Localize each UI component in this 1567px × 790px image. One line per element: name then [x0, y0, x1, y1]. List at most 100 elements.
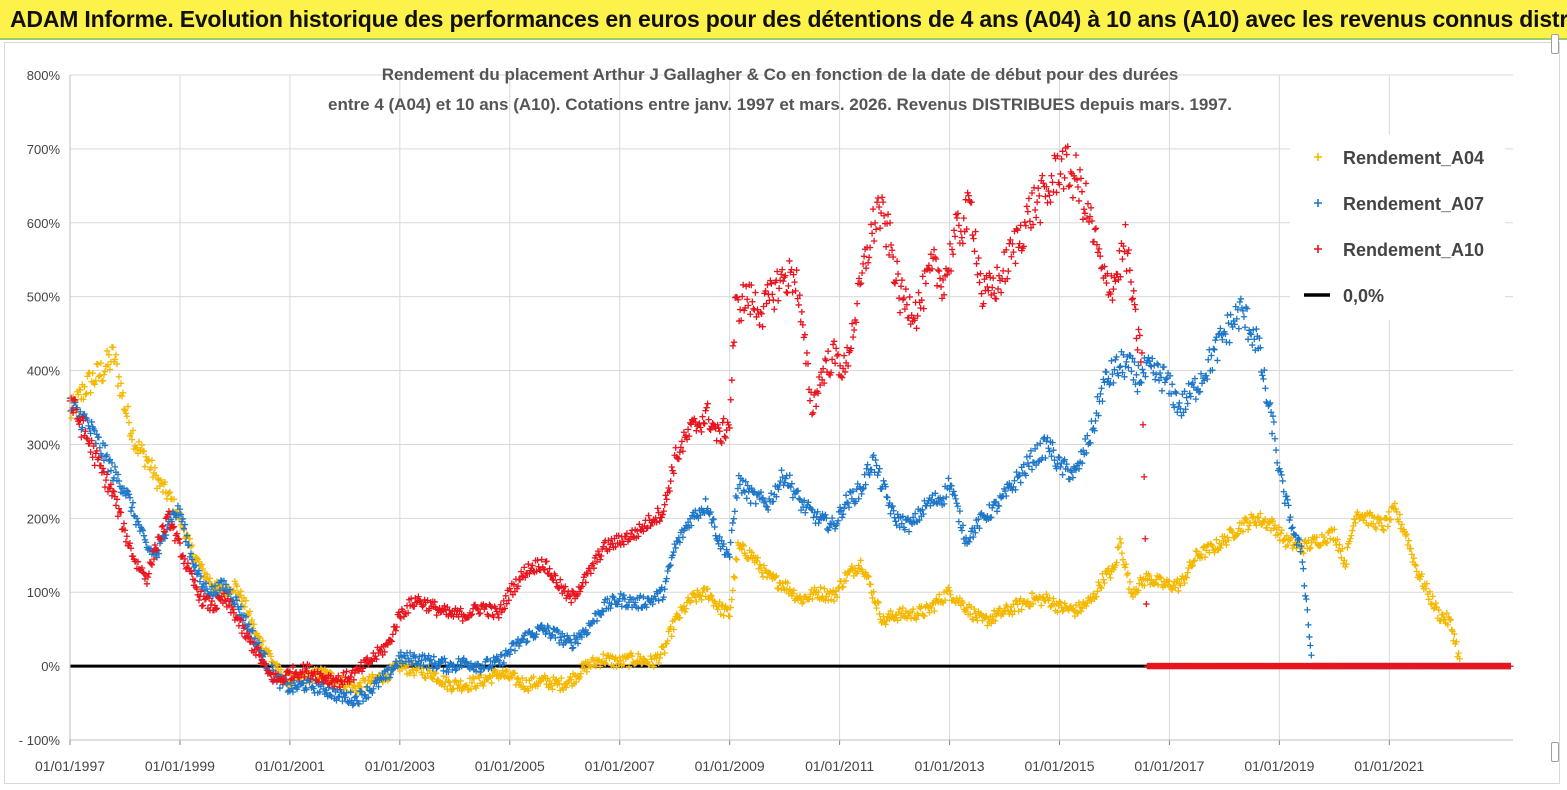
- data-point: [1375, 519, 1383, 527]
- data-point: [1418, 570, 1425, 578]
- data-point: [952, 495, 959, 503]
- data-point: [187, 550, 195, 557]
- data-point: [1412, 562, 1419, 569]
- data-point: [1260, 375, 1267, 383]
- data-point: [892, 518, 899, 525]
- data-point: [1134, 346, 1141, 354]
- data-point: [140, 532, 148, 539]
- data-point: [1334, 536, 1341, 543]
- y-tick-label: 700%: [27, 142, 61, 157]
- chart-title-line2: entre 4 (A04) et 10 ans (A10). Cotations…: [328, 95, 1232, 114]
- data-point: [1079, 216, 1087, 223]
- data-point: [913, 616, 920, 623]
- data-point: [147, 560, 155, 567]
- data-point: [94, 361, 102, 368]
- data-point: [1336, 541, 1343, 548]
- data-point: [1042, 193, 1049, 200]
- data-point: [1108, 357, 1115, 365]
- data-point: [1121, 564, 1129, 571]
- data-point: [1274, 531, 1282, 538]
- data-point: [866, 471, 873, 479]
- data-point: [113, 360, 121, 368]
- data-point: [882, 621, 889, 628]
- data-point: [1140, 473, 1148, 481]
- data-point: [1307, 642, 1314, 649]
- data-point: [756, 561, 764, 568]
- data-point: [96, 372, 104, 379]
- data-point: [152, 472, 160, 479]
- data-point: [1378, 522, 1386, 529]
- data-point: [607, 604, 614, 612]
- data-point: [202, 580, 210, 587]
- data-point: [106, 456, 114, 463]
- data-point: [1209, 542, 1216, 550]
- data-point: [432, 670, 439, 677]
- data-point: [545, 624, 552, 632]
- data-point: [865, 254, 873, 261]
- data-point: [1387, 516, 1395, 523]
- data-point: [233, 597, 241, 604]
- data-point: [864, 461, 871, 468]
- data-point: [604, 595, 611, 602]
- data-point: [1451, 630, 1458, 638]
- data-point: [1146, 572, 1153, 580]
- data-point: [428, 660, 435, 668]
- data-point: [289, 688, 297, 696]
- data-point: [1050, 595, 1057, 602]
- data-point: [1057, 599, 1064, 606]
- data-point: [1377, 516, 1385, 523]
- data-point: [408, 661, 416, 669]
- data-point: [1408, 551, 1415, 558]
- data-point: [95, 373, 103, 380]
- data-point: [347, 688, 354, 696]
- data-point: [412, 654, 419, 662]
- data-point: [1404, 541, 1411, 549]
- resize-handle-top-right[interactable]: [1551, 34, 1559, 54]
- data-point: [507, 646, 515, 653]
- data-point: [862, 481, 869, 488]
- data-point: [532, 633, 539, 641]
- data-point: [1130, 287, 1137, 295]
- data-point: [1046, 192, 1053, 199]
- data-point: [159, 522, 167, 530]
- data-point: [127, 508, 135, 515]
- data-point: [930, 246, 938, 253]
- data-point: [389, 666, 397, 673]
- data-point: [779, 473, 786, 481]
- data-point: [1439, 611, 1446, 618]
- data-point: [839, 583, 847, 591]
- data-point: [922, 280, 930, 287]
- data-point: [716, 598, 723, 606]
- data-point: [1152, 576, 1160, 583]
- data-point: [1201, 553, 1209, 561]
- legend-label: Rendement_A07: [1343, 194, 1484, 214]
- data-point: [876, 610, 883, 618]
- data-point: [434, 676, 441, 683]
- data-point: [976, 279, 983, 286]
- data-point: [106, 366, 114, 373]
- data-point: [389, 631, 397, 638]
- data-point: [668, 463, 675, 471]
- data-point: [1271, 522, 1279, 529]
- data-point: [971, 248, 978, 255]
- data-point: [439, 679, 446, 687]
- data-point: [975, 515, 982, 523]
- data-point: [672, 544, 679, 552]
- data-point: [1267, 409, 1275, 416]
- data-point: [679, 534, 687, 541]
- data-point: [1053, 189, 1060, 196]
- data-point: [869, 594, 876, 602]
- data-point: [656, 654, 663, 662]
- data-point: [114, 471, 122, 478]
- data-point: [1148, 363, 1155, 370]
- data-point: [748, 549, 755, 556]
- resize-handle-bottom-right[interactable]: [1551, 742, 1559, 762]
- data-point: [1276, 465, 1283, 472]
- data-point: [888, 503, 895, 511]
- data-point: [571, 639, 579, 646]
- data-point: [941, 596, 949, 604]
- data-point: [246, 608, 254, 615]
- data-point: [1231, 321, 1238, 328]
- data-point: [1343, 560, 1350, 568]
- data-point: [1129, 355, 1136, 362]
